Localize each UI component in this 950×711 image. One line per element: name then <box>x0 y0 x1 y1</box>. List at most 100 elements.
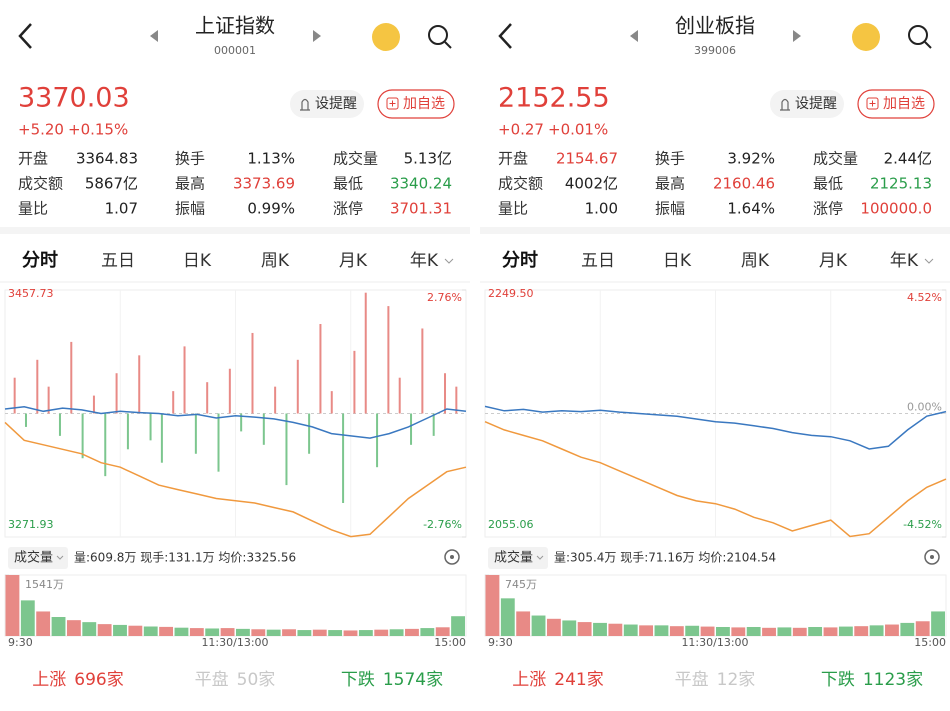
stat-label: 最高 <box>655 175 685 193</box>
volume-bar <box>885 624 899 636</box>
volume-bar <box>343 630 358 636</box>
volume-bar <box>838 626 853 636</box>
pct-tick-label: 4.52% <box>907 291 942 304</box>
prev-arrow[interactable] <box>630 30 638 42</box>
stat-value: 2154.67 <box>556 150 618 168</box>
volume-bar <box>328 630 343 636</box>
breadth-item: 下跌 1123家 <box>821 670 923 690</box>
add-watch-button[interactable] <box>857 89 935 119</box>
stat-label: 成交量 <box>333 150 378 168</box>
breadth-item: 上涨 241家 <box>512 670 603 690</box>
settings-icon[interactable] <box>444 549 460 565</box>
volume-bar <box>405 628 419 636</box>
back-button[interactable] <box>18 23 32 49</box>
price-tick-label: 3271.93 <box>8 518 54 531</box>
volume-selector[interactable] <box>8 547 68 569</box>
breadth-bar <box>364 292 367 414</box>
breadth-bar <box>160 413 163 463</box>
breadth-value: 50家 <box>237 670 276 690</box>
stat-label: 成交额 <box>18 175 63 193</box>
volume-bar <box>36 611 51 636</box>
breadth-bar <box>342 413 345 503</box>
next-arrow[interactable] <box>313 30 321 42</box>
plus-sign <box>389 100 396 107</box>
volume-bar <box>531 615 546 636</box>
tab: 周K <box>261 251 290 271</box>
breadth-bar <box>149 413 152 441</box>
breadth-bar <box>138 355 141 414</box>
stat-value: 1.00 <box>585 200 618 218</box>
add-watch-label: 加自选 <box>403 96 445 112</box>
tab: 日K <box>663 251 692 271</box>
stat-label: 最高 <box>175 175 205 193</box>
index-code: 000001 <box>214 44 256 57</box>
volume-bar <box>654 625 669 636</box>
search-icon-handle[interactable] <box>924 41 932 49</box>
tab-dropdown-chevron[interactable] <box>924 258 934 264</box>
add-watch-label: 加自选 <box>883 96 925 112</box>
tab: 月K <box>339 251 368 271</box>
time-label: 9:30 <box>8 636 33 649</box>
volume-bar <box>546 618 561 636</box>
breadth-bar <box>274 386 277 414</box>
stat-label: 开盘 <box>18 150 48 168</box>
stat-value: 4002亿 <box>565 175 618 193</box>
volume-bar <box>66 620 81 636</box>
settings-icon[interactable] <box>924 549 940 565</box>
next-arrow[interactable] <box>793 30 801 42</box>
time-label: 15:00 <box>914 636 946 649</box>
prev-arrow[interactable] <box>150 30 158 42</box>
add-watch-button[interactable] <box>377 89 455 119</box>
alert-button[interactable] <box>290 90 364 118</box>
volume-frame <box>4 574 467 637</box>
price-tick-label: 2055.06 <box>488 518 534 531</box>
mascot-icon[interactable] <box>372 23 400 51</box>
stat-label: 换手 <box>175 150 205 168</box>
volume-selector[interactable] <box>488 547 548 569</box>
volume-bar <box>189 628 204 636</box>
stat-value: 5.13亿 <box>404 150 452 168</box>
volume-bar <box>420 628 435 636</box>
volume-bar <box>435 627 450 636</box>
stat-label: 成交额 <box>498 175 543 193</box>
volume-bar <box>808 626 823 636</box>
volume-bar <box>174 627 189 636</box>
volume-bar <box>220 628 235 636</box>
search-icon-handle[interactable] <box>444 41 452 49</box>
search-icon[interactable] <box>908 25 928 45</box>
volume-bar <box>608 623 623 636</box>
mascot-icon[interactable] <box>852 23 880 51</box>
stat-label: 振幅 <box>175 200 205 218</box>
breadth-bar <box>432 413 435 436</box>
search-icon[interactable] <box>428 25 448 45</box>
stat-value: 0.99% <box>247 200 295 218</box>
breadth-bar <box>104 413 107 477</box>
volume-bar <box>143 626 158 636</box>
tab: 年K <box>410 251 439 271</box>
stat-label: 换手 <box>655 150 685 168</box>
tab-dropdown-chevron[interactable] <box>444 258 454 264</box>
breadth-item: 下跌 1574家 <box>341 670 443 690</box>
breadth-label: 平盘 <box>195 670 229 690</box>
time-label: 15:00 <box>434 636 466 649</box>
time-label: 11:30/13:00 <box>201 636 268 649</box>
volume-bar <box>900 622 915 636</box>
breadth-bar <box>262 413 265 445</box>
volume-bar <box>731 627 746 636</box>
stat-label: 最低 <box>333 175 363 193</box>
volume-bar <box>266 629 281 636</box>
breadth-bar <box>455 386 458 414</box>
breadth-bar <box>172 391 175 414</box>
alert-button[interactable] <box>770 90 844 118</box>
volume-bar <box>562 620 577 636</box>
back-button[interactable] <box>498 23 512 49</box>
tab: 五日 <box>101 251 135 271</box>
index-code: 399006 <box>694 44 736 57</box>
index-title: 上证指数 <box>195 14 275 38</box>
tab: 周K <box>741 251 770 271</box>
price-tick-label: 3457.73 <box>8 287 54 300</box>
stat-label: 量比 <box>498 200 528 218</box>
breadth-bar <box>228 368 231 414</box>
pct-tick-label: 2.76% <box>427 291 462 304</box>
breadth-bar <box>410 413 413 445</box>
